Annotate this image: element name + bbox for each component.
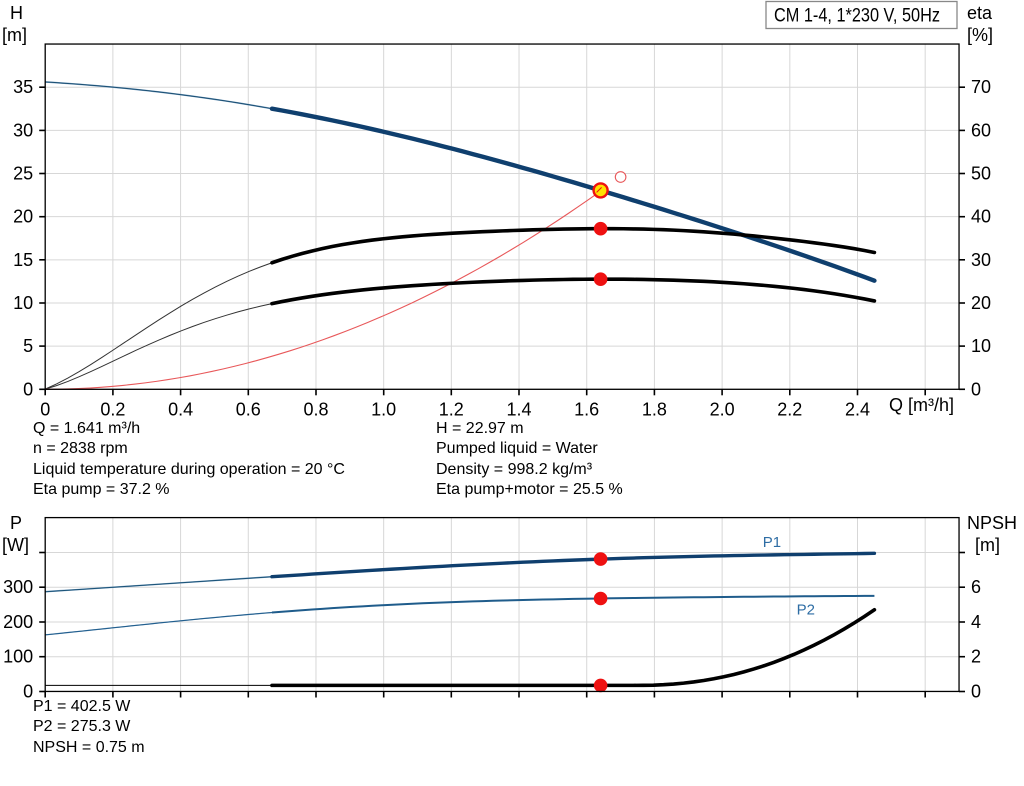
svg-text:0.8: 0.8 [303, 399, 328, 419]
svg-text:30: 30 [971, 250, 991, 270]
svg-text:CM 1-4, 1*230 V, 50Hz: CM 1-4, 1*230 V, 50Hz [774, 6, 940, 27]
svg-text:[%]: [%] [967, 25, 993, 45]
svg-text:1.0: 1.0 [371, 399, 396, 419]
svg-text:60: 60 [971, 120, 991, 140]
svg-text:1.2: 1.2 [439, 399, 464, 419]
svg-text:1.8: 1.8 [642, 399, 667, 419]
svg-text:15: 15 [13, 250, 33, 270]
svg-text:200: 200 [3, 612, 33, 632]
svg-text:20: 20 [13, 207, 33, 227]
svg-text:2.4: 2.4 [845, 399, 870, 419]
svg-text:NPSH: NPSH [967, 513, 1017, 533]
svg-text:0.6: 0.6 [236, 399, 261, 419]
svg-text:[m]: [m] [975, 535, 1000, 555]
svg-text:300: 300 [3, 577, 33, 597]
svg-text:10: 10 [971, 336, 991, 356]
svg-text:P: P [10, 513, 22, 533]
svg-text:0: 0 [23, 379, 33, 399]
svg-text:[m]: [m] [2, 25, 27, 45]
svg-text:P2: P2 [797, 601, 815, 618]
svg-text:1.6: 1.6 [574, 399, 599, 419]
svg-text:10: 10 [13, 293, 33, 313]
svg-text:0: 0 [971, 379, 981, 399]
svg-text:0: 0 [40, 399, 50, 419]
svg-text:100: 100 [3, 647, 33, 667]
svg-text:0: 0 [971, 682, 981, 702]
svg-text:35: 35 [13, 77, 33, 97]
svg-text:Q [m³/h]: Q [m³/h] [889, 395, 954, 415]
svg-text:0: 0 [23, 682, 33, 702]
svg-text:P1: P1 [763, 534, 781, 551]
svg-text:20: 20 [971, 293, 991, 313]
svg-text:0.4: 0.4 [168, 399, 193, 419]
svg-text:H: H [10, 3, 23, 23]
svg-text:6: 6 [971, 577, 981, 597]
svg-text:2.2: 2.2 [777, 399, 802, 419]
svg-text:70: 70 [971, 77, 991, 97]
svg-text:0.2: 0.2 [100, 399, 125, 419]
svg-text:4: 4 [971, 612, 981, 632]
svg-text:30: 30 [13, 120, 33, 140]
svg-text:50: 50 [971, 164, 991, 184]
svg-text:25: 25 [13, 164, 33, 184]
svg-text:2: 2 [971, 647, 981, 667]
svg-text:eta: eta [967, 3, 993, 23]
svg-text:[W]: [W] [2, 535, 29, 555]
svg-text:1.4: 1.4 [506, 399, 531, 419]
svg-text:2.0: 2.0 [710, 399, 735, 419]
svg-text:40: 40 [971, 207, 991, 227]
svg-text:5: 5 [23, 336, 33, 356]
